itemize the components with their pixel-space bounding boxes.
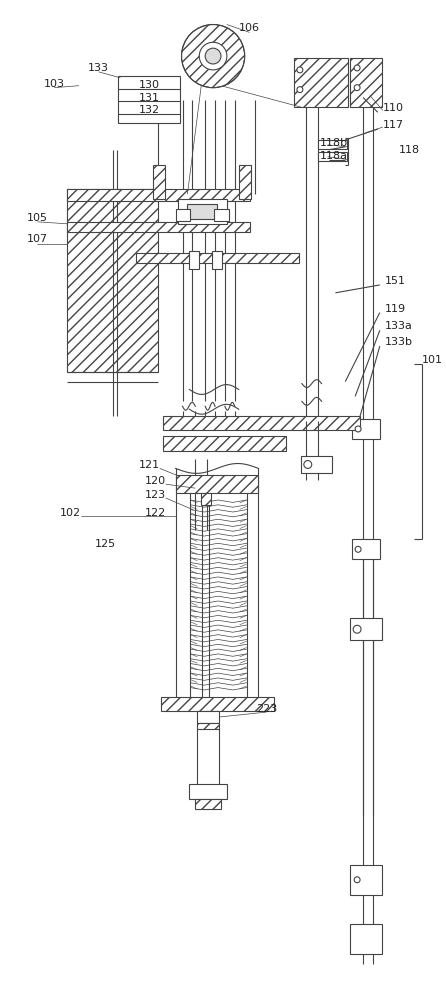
Bar (201, 493, 211, 505)
Text: 105: 105 (27, 213, 48, 223)
Text: 103: 103 (44, 79, 65, 89)
Circle shape (354, 877, 360, 883)
Bar (176, 209, 190, 221)
Text: 106: 106 (239, 23, 260, 33)
Text: 118b: 118b (320, 138, 348, 148)
Bar (67, 189, 250, 201)
Bar (136, 253, 299, 263)
Circle shape (354, 65, 360, 71)
Bar (178, 199, 227, 224)
Circle shape (355, 546, 361, 552)
Text: 133: 133 (88, 63, 109, 73)
Text: 131: 131 (138, 93, 160, 103)
Text: 121: 121 (139, 460, 160, 470)
Bar (294, 58, 348, 107)
Bar (67, 222, 250, 232)
Bar (197, 711, 219, 723)
Text: 223: 223 (256, 704, 277, 714)
Circle shape (304, 461, 312, 468)
Circle shape (199, 42, 227, 70)
Bar (352, 539, 380, 559)
Text: 117: 117 (383, 120, 404, 130)
Circle shape (353, 625, 361, 633)
Circle shape (182, 25, 245, 88)
Bar (195, 799, 221, 809)
Text: 101: 101 (422, 355, 443, 365)
Text: 118: 118 (399, 145, 420, 155)
Bar (318, 140, 347, 149)
Bar (163, 416, 360, 430)
Bar (118, 76, 180, 123)
Text: 125: 125 (95, 539, 116, 549)
Bar (212, 251, 222, 269)
Text: 102: 102 (60, 508, 81, 518)
Bar (176, 475, 259, 493)
Text: 110: 110 (383, 103, 404, 113)
Bar (187, 204, 217, 219)
Bar (350, 618, 382, 640)
Bar (352, 419, 380, 439)
Bar (350, 865, 382, 895)
Text: 119: 119 (385, 304, 406, 314)
Bar (239, 165, 251, 199)
Text: 120: 120 (145, 476, 166, 486)
Text: 122: 122 (145, 508, 166, 518)
Bar (350, 924, 382, 954)
Text: 130: 130 (138, 80, 160, 90)
Bar (161, 697, 274, 711)
Bar (67, 189, 158, 372)
Text: 118a: 118a (320, 151, 348, 161)
Text: 132: 132 (138, 105, 160, 115)
Text: 107: 107 (27, 234, 48, 244)
Bar (318, 152, 347, 161)
Text: 123: 123 (145, 490, 166, 500)
Text: 133b: 133b (385, 337, 413, 347)
Bar (301, 456, 332, 473)
Bar (197, 723, 219, 729)
Bar (153, 165, 165, 199)
Circle shape (354, 85, 360, 91)
Circle shape (297, 87, 303, 93)
Bar (190, 251, 199, 269)
Bar (163, 436, 286, 451)
Circle shape (205, 48, 221, 64)
Circle shape (355, 426, 361, 432)
Bar (190, 784, 227, 799)
Text: 151: 151 (385, 276, 406, 286)
Circle shape (297, 67, 303, 73)
Bar (214, 209, 229, 221)
Text: 133a: 133a (385, 321, 413, 331)
Bar (350, 58, 382, 107)
